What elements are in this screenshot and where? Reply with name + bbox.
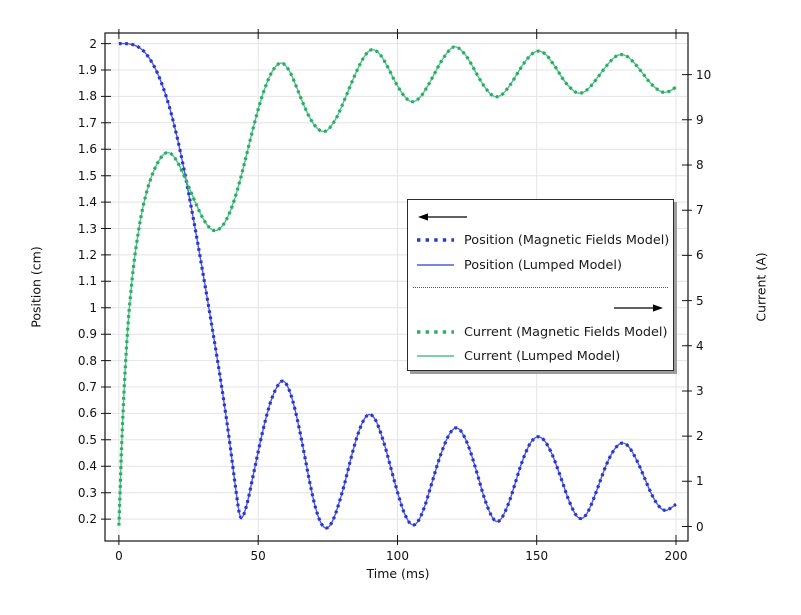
tick-label: 0.3 (77, 485, 97, 500)
tick-label: 1.5 (77, 168, 97, 183)
tick-label: 0.8 (77, 353, 97, 368)
dotted-line-sample-icon (417, 238, 454, 242)
tick-label: 2 (89, 36, 97, 51)
tick-label: 9 (696, 112, 704, 127)
tick-label: 0.6 (77, 406, 97, 421)
solid-line-sample-icon (417, 264, 454, 266)
tick-label: 8 (696, 158, 704, 172)
series-position-line (118, 42, 677, 529)
tick-label: 0 (696, 519, 704, 534)
tick-label: 10 (696, 67, 712, 82)
legend-label: Current (Magnetic Fields Model) (464, 324, 668, 340)
y-axis-right-label: Current (A) (753, 252, 769, 322)
tick-label: 0.9 (77, 327, 97, 342)
tick-label: 1.9 (77, 63, 97, 77)
legend-entry-current-mf: Current (Magnetic Fields Model) (416, 324, 668, 341)
y-axis-left-label: Position (cm) (28, 246, 44, 328)
tick-label: 7 (696, 203, 704, 218)
legend-left-axis-row (416, 208, 665, 225)
left-axis-arrow-icon (418, 212, 467, 221)
tick-label: 200 (664, 549, 688, 563)
x-axis-label: Time (ms) (366, 566, 430, 581)
tick-label: 1.4 (77, 195, 97, 210)
tick-label: 150 (525, 549, 549, 563)
tick-label: 1 (89, 300, 97, 315)
tick-label: 2 (696, 429, 704, 444)
tick-label: 1 (696, 474, 704, 489)
dotted-line-sample-icon (417, 330, 454, 334)
legend-entry-current-lm: Current (Lumped Model) (416, 348, 665, 365)
series-current-dots (117, 45, 678, 526)
tick-label: 5 (696, 293, 704, 308)
legend-label: Position (Lumped Model) (464, 257, 622, 273)
tick-label: 0.4 (77, 459, 97, 474)
tick-label: 0 (115, 549, 123, 563)
tick-label: 1.8 (77, 89, 97, 104)
tick-label: 1.7 (77, 115, 97, 130)
tick-label: 50 (250, 549, 266, 563)
tick-label: 0.5 (77, 432, 97, 447)
tick-label: 0.7 (77, 380, 97, 394)
tick-label: 0.2 (77, 512, 97, 527)
legend-separator (413, 287, 668, 288)
tick-label: 1.1 (77, 274, 97, 289)
tick-label: 3 (696, 384, 704, 398)
legend-label: Current (Lumped Model) (464, 348, 621, 364)
solid-line-sample-icon (417, 355, 454, 357)
tick-label: 100 (386, 549, 409, 563)
legend-label: Position (Magnetic Fields Model) (464, 232, 670, 248)
tick-label: 1.3 (77, 221, 97, 236)
legend-entry-position-mf: Position (Magnetic Fields Model) (416, 232, 669, 249)
tick-label: 1.2 (77, 247, 97, 262)
tick-label: 4 (696, 338, 704, 353)
legend-entry-position-lm: Position (Lumped Model) (416, 257, 665, 274)
tick-label: 6 (696, 248, 704, 263)
legend: Position (Magnetic Fields Model) Positio… (407, 199, 674, 371)
legend-right-axis-row (416, 299, 665, 316)
tick-label: 1.6 (77, 142, 97, 157)
right-axis-arrow-icon (614, 303, 663, 312)
